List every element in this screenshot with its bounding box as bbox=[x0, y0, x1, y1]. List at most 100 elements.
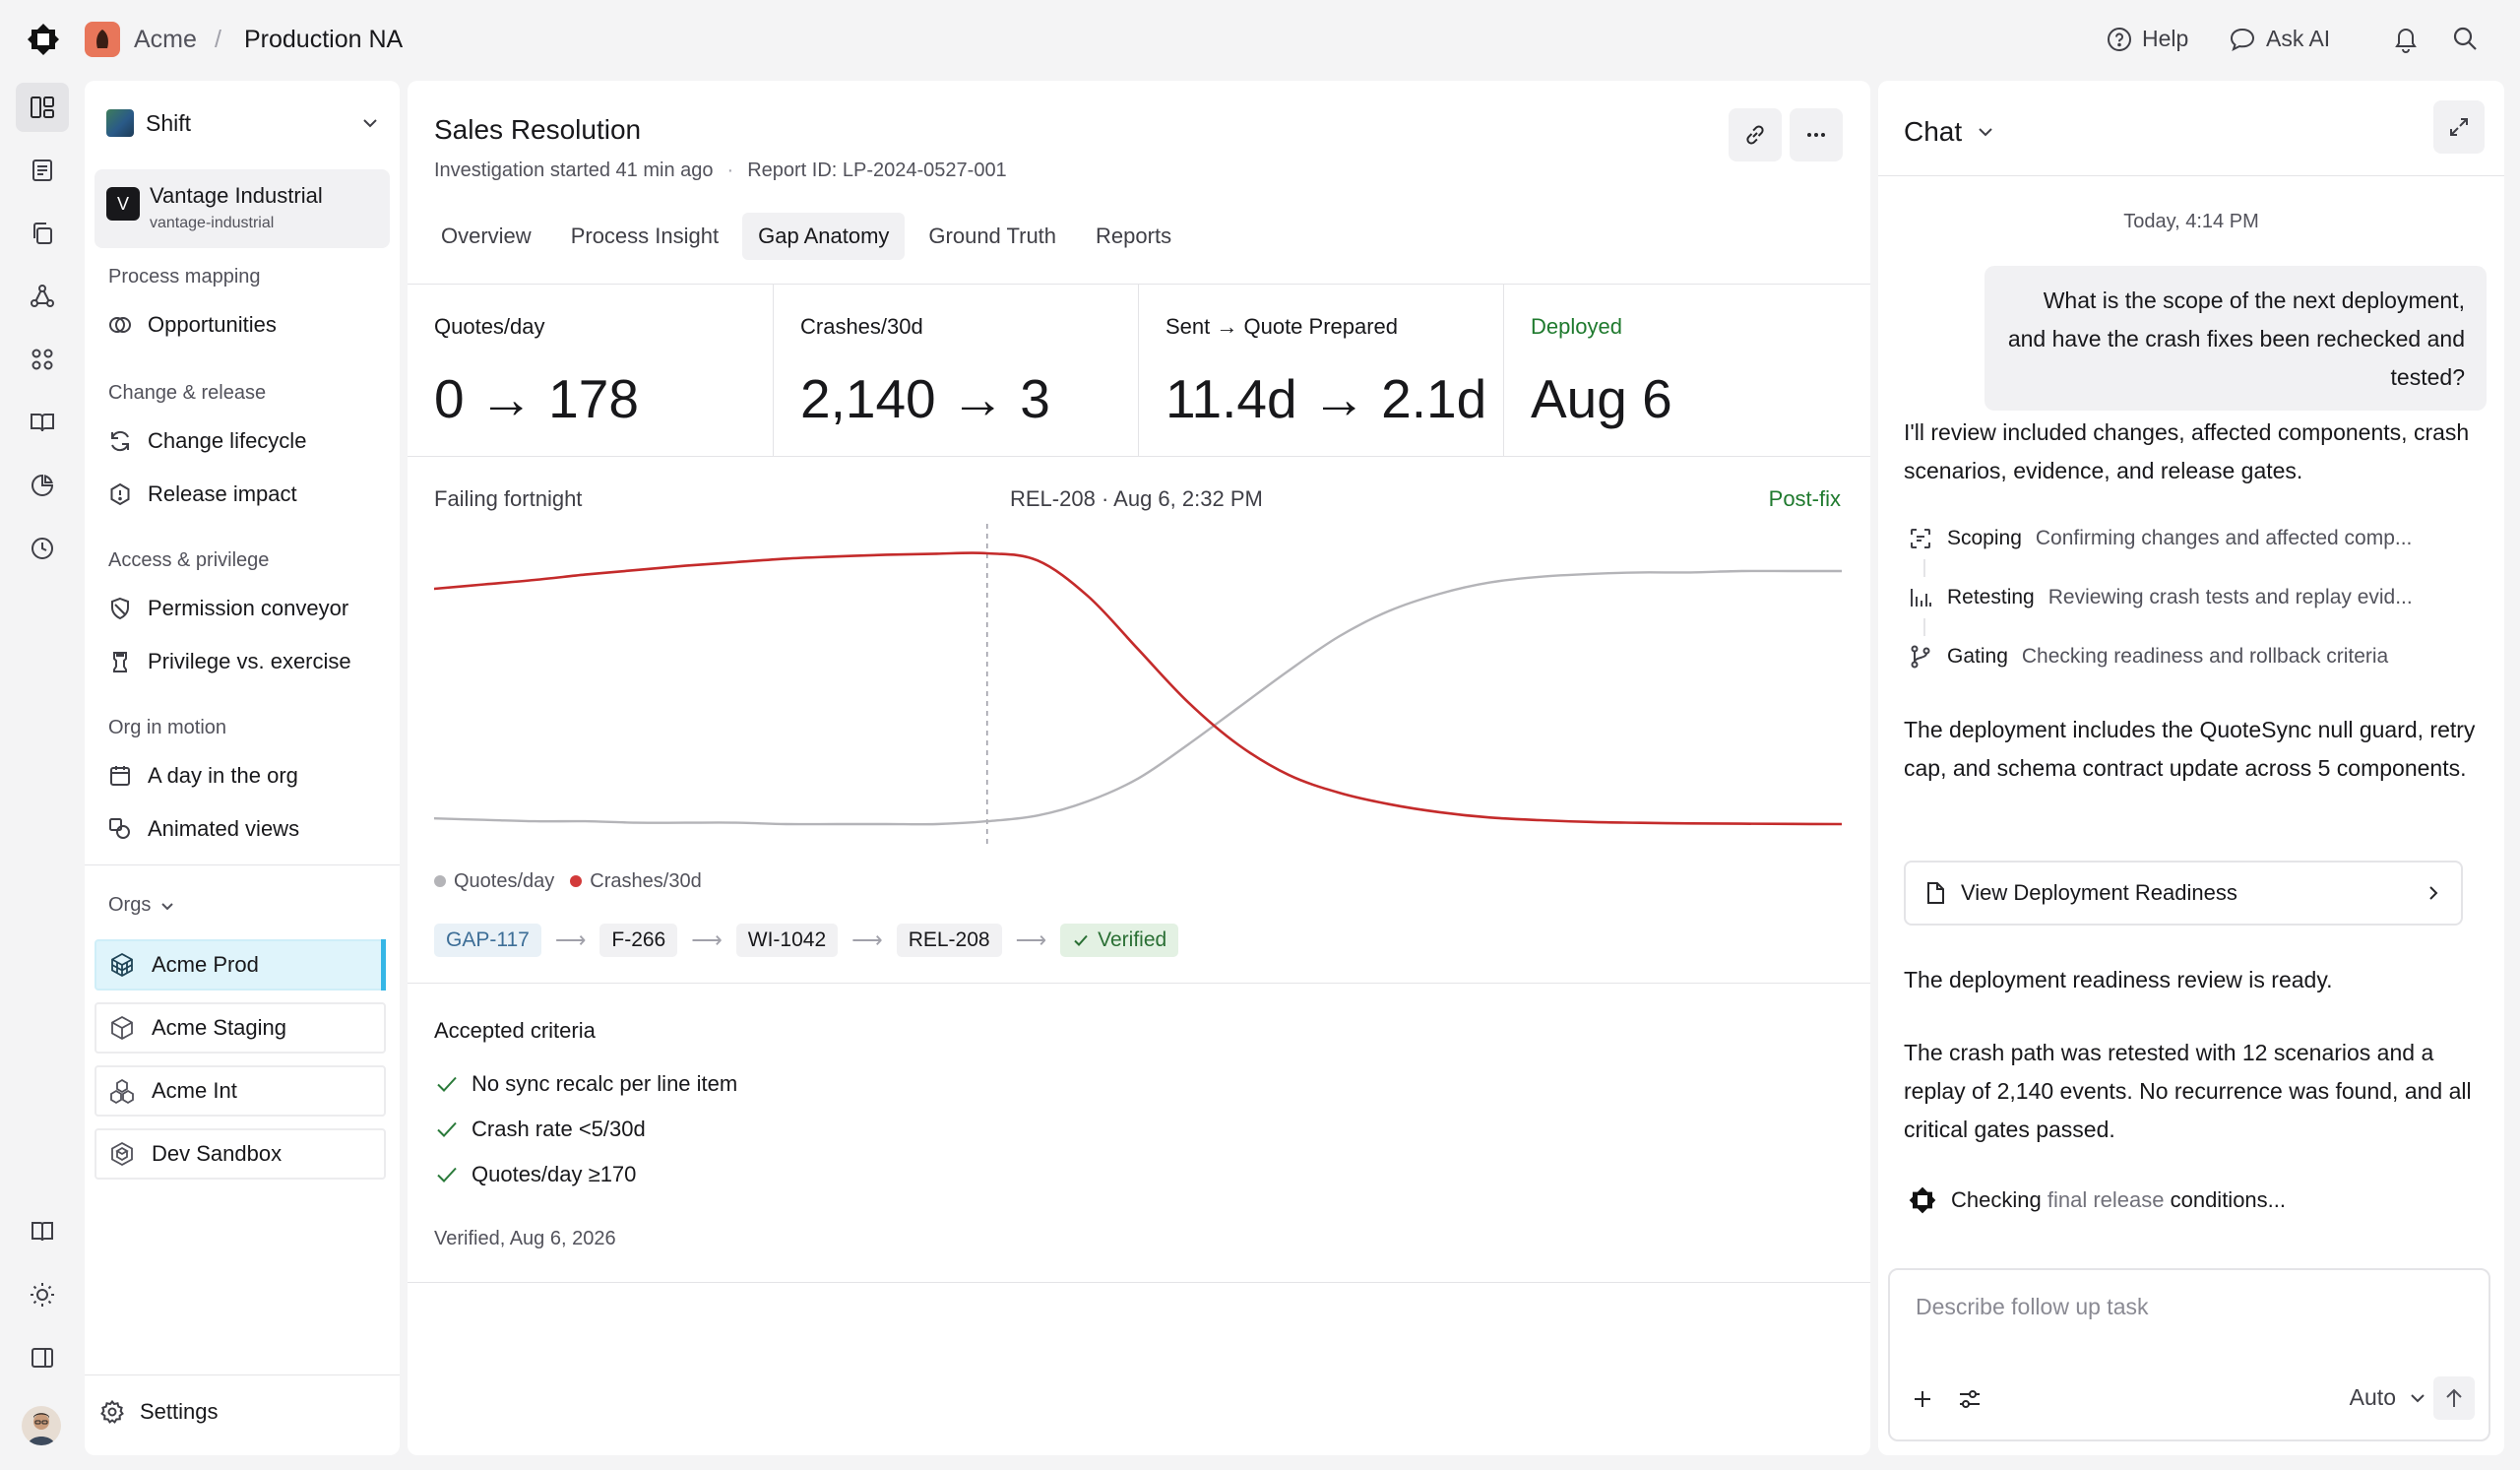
tab-ground-truth[interactable]: Ground Truth bbox=[928, 224, 1057, 248]
rail-pie-chart-icon[interactable] bbox=[26, 469, 59, 502]
nav-item-label: Privilege vs. exercise bbox=[148, 649, 351, 673]
rail-apps-icon[interactable] bbox=[26, 343, 59, 376]
kpi-cycle-time: Sent → Quote Prepared 11.4d → 2.1d bbox=[1138, 285, 1503, 456]
rail-book-icon[interactable] bbox=[26, 406, 59, 439]
workspace-selector[interactable]: Shift bbox=[106, 100, 380, 146]
trace-chip-feature[interactable]: F-266 bbox=[599, 924, 678, 957]
mode-selector[interactable]: Auto bbox=[2350, 1384, 2427, 1411]
check-icon bbox=[1072, 931, 1090, 949]
org-avatar-icon[interactable] bbox=[85, 22, 120, 57]
breadcrumb-org[interactable]: Acme bbox=[134, 26, 197, 53]
kpi-row: Quotes/day 0 → 178 Crashes/30d 2,140 → 3… bbox=[408, 284, 1870, 457]
trace-chip-verified[interactable]: Verified bbox=[1060, 924, 1179, 957]
check-icon bbox=[434, 1071, 460, 1097]
git-branch-icon bbox=[1908, 644, 1933, 670]
chess-rook-icon bbox=[106, 649, 134, 674]
section-label-change-release: Change & release bbox=[108, 382, 267, 404]
criteria-title: Accepted criteria bbox=[434, 1018, 596, 1043]
ask-ai-button[interactable]: Ask AI bbox=[2229, 26, 2330, 52]
trace-chip-release[interactable]: REL-208 bbox=[896, 924, 1002, 957]
chat-bubble-icon bbox=[2229, 27, 2256, 52]
send-button[interactable] bbox=[2433, 1376, 2475, 1420]
tab-reports[interactable]: Reports bbox=[1096, 224, 1172, 248]
view-deployment-readiness-button[interactable]: View Deployment Readiness bbox=[1904, 861, 2463, 926]
trace-chain: GAP-117 ⟶ F-266 ⟶ WI-1042 ⟶ REL-208 ⟶ Ve… bbox=[434, 924, 1179, 957]
org-item-acme-staging[interactable]: Acme Staging bbox=[94, 1002, 386, 1054]
kpi-value: Aug 6 bbox=[1531, 368, 1672, 429]
nav-item-release-impact[interactable]: Release impact bbox=[106, 473, 390, 516]
link-icon bbox=[1742, 122, 1768, 148]
workspace-thumbnail bbox=[106, 109, 134, 137]
settings-button[interactable]: Settings bbox=[98, 1390, 382, 1434]
breadcrumb-environment[interactable]: Production NA bbox=[244, 26, 404, 53]
rail-theme-sun-icon[interactable] bbox=[26, 1278, 59, 1311]
spinner-logo-icon bbox=[1908, 1185, 1937, 1215]
step-connector bbox=[1923, 559, 1925, 577]
copy-link-button[interactable] bbox=[1729, 108, 1782, 161]
page-meta: Investigation started 41 min ago · Repor… bbox=[434, 160, 1007, 182]
nav-item-label: Permission conveyor bbox=[148, 596, 349, 620]
tab-process-insight[interactable]: Process Insight bbox=[570, 224, 720, 248]
chat-title-selector[interactable]: Chat bbox=[1904, 116, 1995, 148]
nav-item-opportunities[interactable]: Opportunities bbox=[106, 303, 390, 347]
tab-gap-anatomy[interactable]: Gap Anatomy bbox=[742, 213, 906, 260]
nav-item-label: Release impact bbox=[148, 481, 297, 506]
sidebar-footer-divider bbox=[85, 1374, 400, 1375]
help-button[interactable]: Help bbox=[2107, 26, 2188, 52]
expand-chat-button[interactable] bbox=[2433, 100, 2485, 154]
chevron-right-icon bbox=[2424, 883, 2443, 903]
nav-item-permission-conveyor[interactable]: Permission conveyor bbox=[106, 587, 390, 630]
section-label-process-mapping: Process mapping bbox=[108, 266, 261, 288]
check-icon bbox=[434, 1162, 460, 1187]
check-icon bbox=[434, 1117, 460, 1142]
cube-icon bbox=[106, 1012, 138, 1044]
file-icon bbox=[1923, 880, 1947, 906]
assistant-status: Checking final release conditions... bbox=[1908, 1185, 2286, 1215]
orgs-toggle[interactable]: Orgs bbox=[108, 894, 176, 917]
follow-up-input[interactable] bbox=[1916, 1294, 2447, 1320]
kpi-quotes-day: Quotes/day 0 → 178 bbox=[408, 285, 773, 456]
plus-icon bbox=[1911, 1387, 1934, 1411]
box-open-icon bbox=[106, 1138, 138, 1170]
arrow-right-icon: ⟶ bbox=[691, 927, 723, 952]
nav-item-privilege-vs-exercise[interactable]: Privilege vs. exercise bbox=[106, 640, 390, 683]
user-avatar[interactable] bbox=[22, 1406, 61, 1445]
options-button[interactable] bbox=[1953, 1382, 1986, 1416]
rail-graph-icon[interactable] bbox=[26, 280, 59, 313]
rail-dashboard-icon[interactable] bbox=[16, 83, 69, 132]
search-icon[interactable] bbox=[2451, 25, 2479, 52]
org-item-acme-int[interactable]: Acme Int bbox=[94, 1065, 386, 1117]
user-message-bubble: What is the scope of the next deployment… bbox=[1984, 266, 2487, 411]
step-scoping: Scoping Confirming changes and affected … bbox=[1908, 526, 2412, 551]
account-card[interactable]: V Vantage Industrial vantage-industrial bbox=[94, 169, 390, 248]
chevron-down-icon bbox=[158, 897, 176, 915]
rail-panel-toggle-icon[interactable] bbox=[26, 1341, 59, 1374]
trace-chip-work-item[interactable]: WI-1042 bbox=[735, 924, 839, 957]
add-attachment-button[interactable] bbox=[1906, 1382, 1939, 1416]
nav-item-animated-views[interactable]: Animated views bbox=[106, 807, 390, 851]
org-item-label: Acme Int bbox=[152, 1078, 237, 1103]
kpi-label: Deployed bbox=[1531, 314, 1622, 339]
account-name: Vantage Industrial bbox=[150, 183, 323, 208]
app-logo-icon[interactable] bbox=[26, 22, 61, 57]
trace-chip-gap[interactable]: GAP-117 bbox=[434, 924, 541, 957]
tab-overview[interactable]: Overview bbox=[441, 224, 532, 248]
rail-docs-icon[interactable] bbox=[26, 1215, 59, 1248]
rail-clock-icon[interactable] bbox=[26, 532, 59, 565]
alert-octagon-icon bbox=[106, 481, 134, 507]
nav-item-label: Opportunities bbox=[148, 312, 277, 337]
chevron-down-icon bbox=[360, 113, 380, 133]
rail-copy-icon[interactable] bbox=[26, 217, 59, 250]
kpi-label: Quotes/day bbox=[434, 314, 545, 339]
section-divider bbox=[408, 1282, 1870, 1283]
arrow-right-icon: ⟶ bbox=[1015, 927, 1047, 952]
notification-bell-icon[interactable] bbox=[2392, 24, 2420, 53]
rail-document-icon[interactable] bbox=[26, 154, 59, 187]
org-item-dev-sandbox[interactable]: Dev Sandbox bbox=[94, 1128, 386, 1180]
nav-item-change-lifecycle[interactable]: Change lifecycle bbox=[106, 419, 390, 463]
nav-item-day-in-org[interactable]: A day in the org bbox=[106, 754, 390, 798]
tab-bar: Overview Process Insight Gap Anatomy Gro… bbox=[425, 213, 1187, 262]
org-item-acme-prod[interactable]: Acme Prod bbox=[94, 939, 386, 991]
report-id: Report ID: LP-2024-0527-001 bbox=[747, 160, 1007, 181]
more-options-button[interactable] bbox=[1790, 108, 1843, 161]
